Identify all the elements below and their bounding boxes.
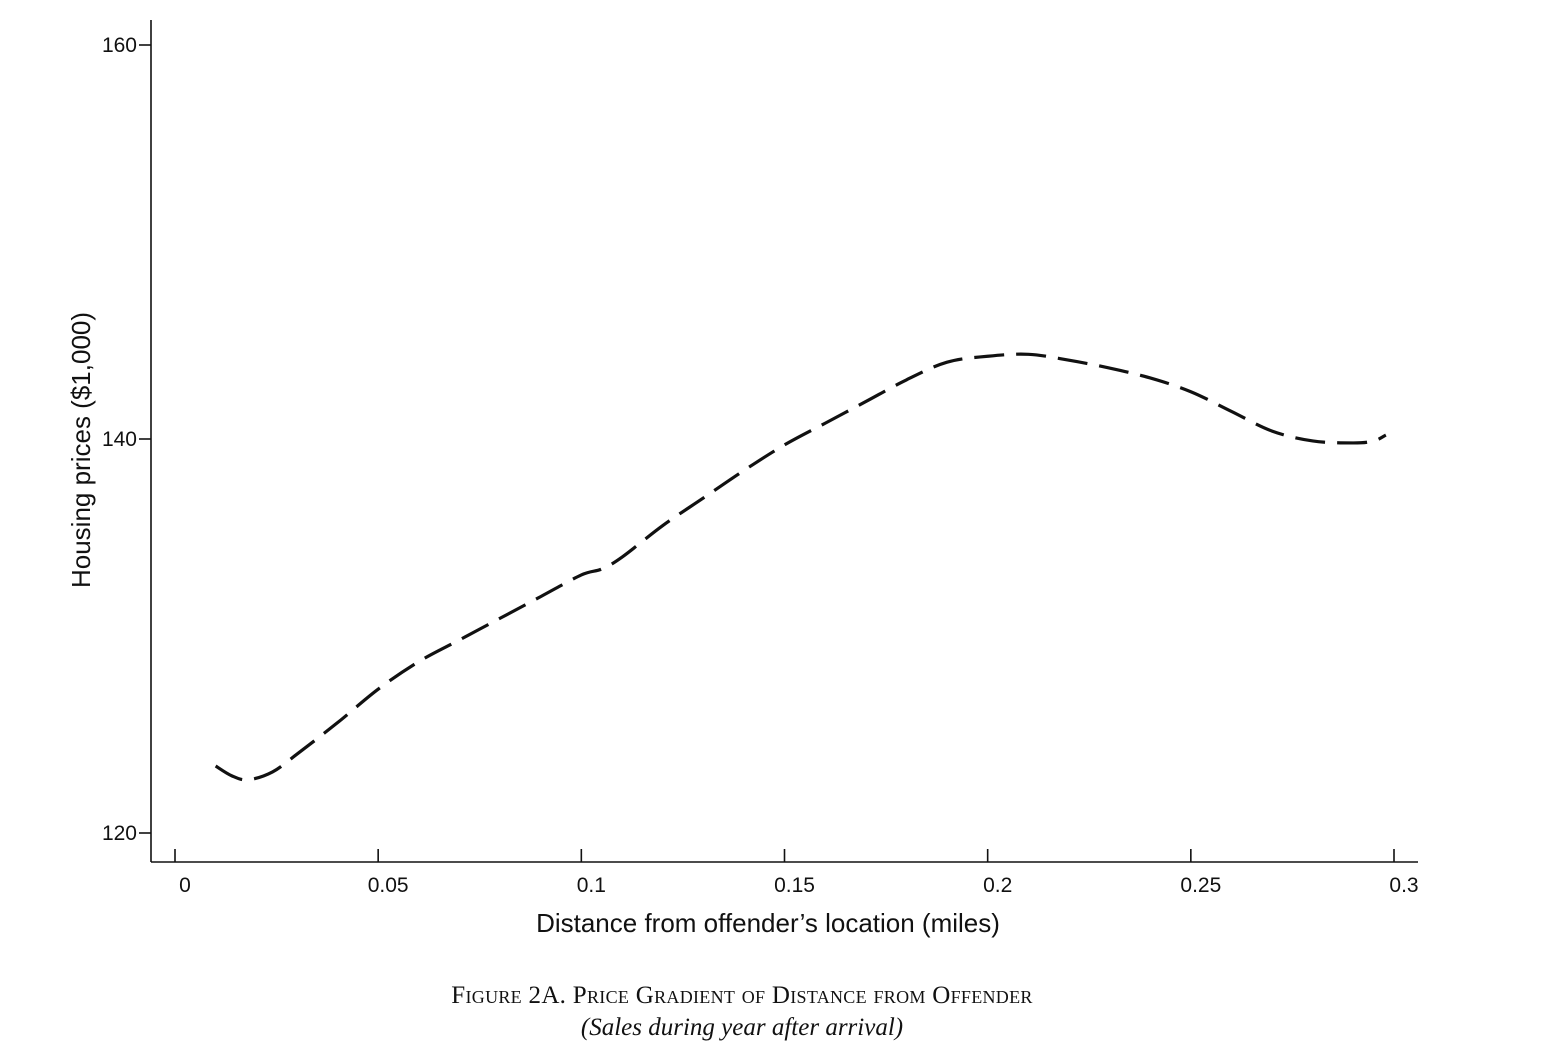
line-chart: 120 140 160 0 0.05 0.1 0.15 0.2 0.25 0.3 Distanc…: [66, 20, 1419, 938]
x-tick-label: 0.3: [1389, 874, 1418, 897]
y-axis-title: Housing prices ($1,000): [66, 312, 96, 588]
x-axis-title: Distance from offender’s location (miles…: [536, 908, 1000, 938]
x-ticks: 0 0.05 0.1 0.15 0.2 0.25 0.3: [174, 849, 1419, 897]
y-tick-label: 140: [102, 428, 137, 451]
x-tick-label: 0: [179, 874, 191, 897]
x-tick-label: 0.1: [577, 874, 606, 897]
y-tick-label: 160: [102, 34, 137, 57]
x-tick-label: 0.05: [368, 874, 409, 897]
x-tick-label: 0.25: [1180, 874, 1221, 897]
series-line-0: [214, 352, 1387, 782]
figure-caption-subtitle: (Sales during year after arrival): [580, 1014, 904, 1041]
figure-caption-title: Figure 2A. Price Gradient of Distance fr…: [451, 982, 1033, 1009]
y-ticks: 120 140 160: [102, 34, 151, 845]
axes: [150, 20, 1418, 863]
x-tick-label: 0.15: [774, 874, 815, 897]
y-tick-label: 120: [102, 822, 137, 845]
x-tick-label: 0.2: [983, 874, 1012, 897]
series-layer: [214, 352, 1387, 782]
